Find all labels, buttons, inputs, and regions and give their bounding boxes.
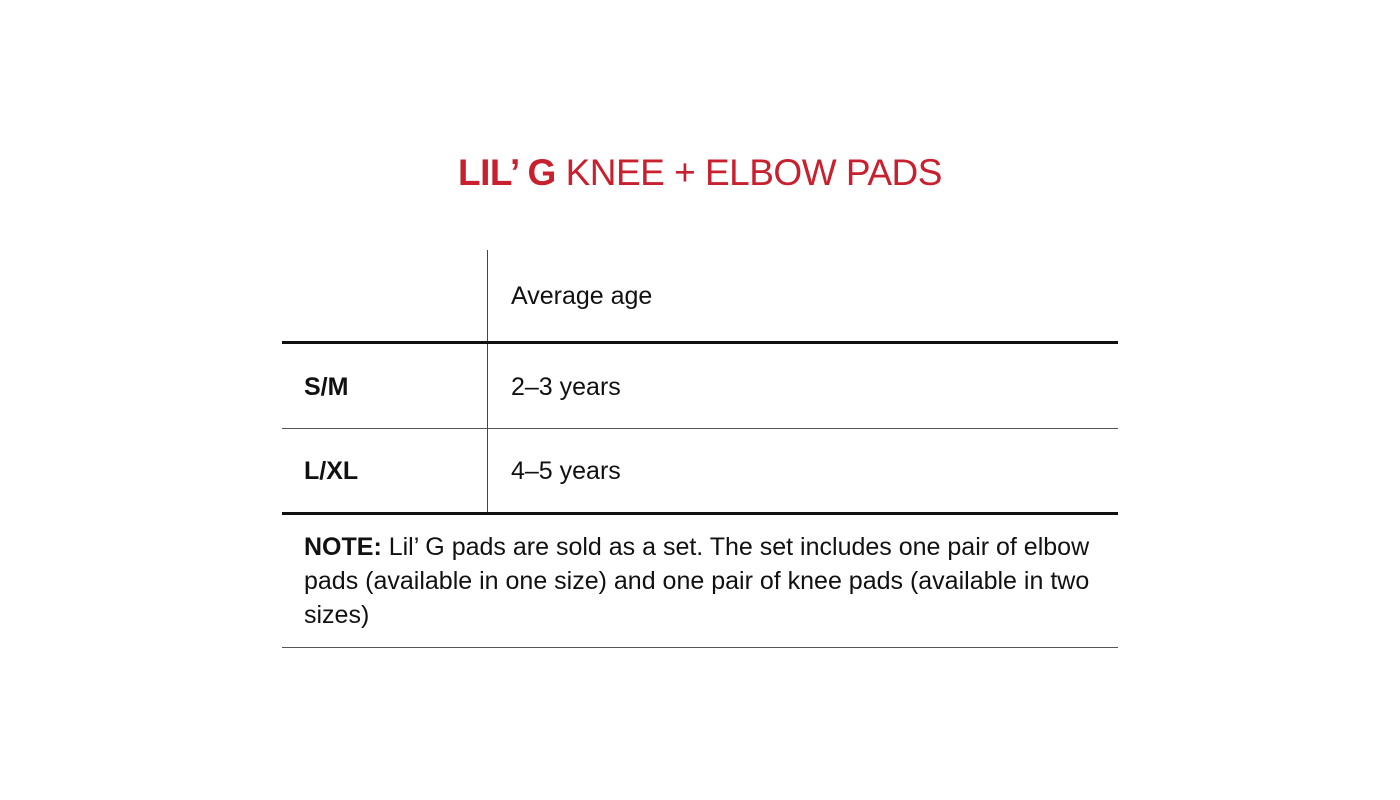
table-divider — [282, 512, 1118, 515]
product-name: KNEE + ELBOW PADS — [565, 152, 943, 193]
bottom-rule — [282, 647, 1118, 648]
row-size: S/M — [304, 373, 349, 401]
header-divider — [282, 341, 1118, 344]
note-text: Lil’ G pads are sold as a set. The set i… — [304, 533, 1090, 629]
row-divider — [282, 428, 1118, 429]
note-label: NOTE: — [304, 533, 382, 561]
note: NOTE: Lil’ G pads are sold as a set. The… — [304, 530, 1114, 632]
header-average-age: Average age — [511, 282, 653, 310]
page-title: LIL’ G KNEE + ELBOW PADS — [0, 152, 1400, 194]
row-size: L/XL — [304, 457, 359, 485]
brand-name: LIL’ G — [458, 152, 556, 193]
row-age: 4–5 years — [511, 457, 621, 485]
column-divider — [487, 250, 488, 513]
row-age: 2–3 years — [511, 373, 621, 401]
